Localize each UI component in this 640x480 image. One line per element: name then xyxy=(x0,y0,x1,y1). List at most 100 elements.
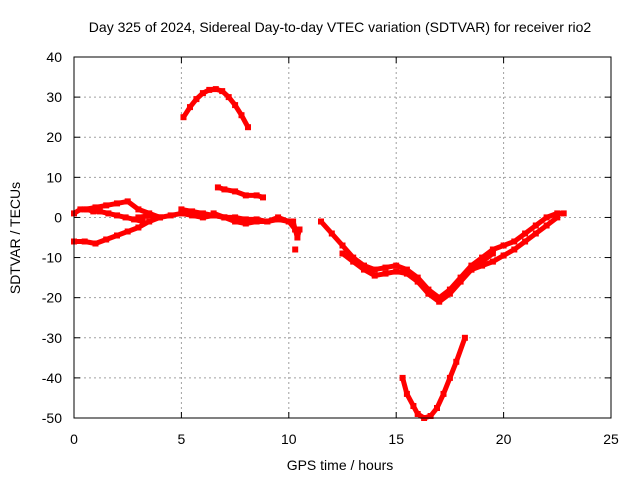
y-tick-label: -30 xyxy=(42,330,62,346)
data-point xyxy=(214,184,221,191)
data-point xyxy=(167,212,174,219)
data-point xyxy=(489,246,496,253)
x-axis-label: GPS time / hours xyxy=(287,457,394,473)
data-point xyxy=(461,334,468,341)
y-tick-label: -40 xyxy=(42,370,62,386)
data-point xyxy=(187,104,193,111)
data-point xyxy=(135,214,142,221)
data-point xyxy=(427,413,434,419)
x-tick-label: 15 xyxy=(388,431,404,447)
series-arc-8 xyxy=(292,246,299,253)
data-point xyxy=(212,86,219,93)
data-point xyxy=(457,278,464,285)
data-point xyxy=(260,194,266,201)
data-point xyxy=(339,250,346,257)
chart-title: Day 325 of 2024, Sidereal Day-to-day VTE… xyxy=(89,19,592,35)
data-point xyxy=(146,218,153,225)
data-point xyxy=(146,212,153,219)
data-point xyxy=(403,390,410,397)
series-arc-9 xyxy=(180,86,251,131)
data-point xyxy=(232,102,239,109)
data-point xyxy=(500,242,507,249)
data-point xyxy=(350,258,357,265)
data-point xyxy=(522,230,529,237)
data-point xyxy=(225,94,232,101)
data-point xyxy=(206,86,213,93)
y-axis-label: SDTVAR / TECUs xyxy=(7,182,23,294)
y-tick-label: 30 xyxy=(46,89,62,105)
data-point xyxy=(434,405,440,411)
data-point xyxy=(96,208,103,215)
data-point xyxy=(221,214,228,221)
data-point xyxy=(522,238,529,245)
series-arc-14 xyxy=(399,334,468,421)
data-point xyxy=(382,264,389,271)
series-line xyxy=(318,210,567,301)
series-line xyxy=(181,86,251,130)
data-point xyxy=(114,200,120,207)
data-point xyxy=(436,294,443,301)
data-point xyxy=(232,214,239,221)
data-point xyxy=(238,112,245,119)
y-tick-label: -50 xyxy=(42,410,62,426)
data-point xyxy=(554,210,561,217)
data-point xyxy=(393,268,400,275)
data-point xyxy=(124,228,131,235)
data-point xyxy=(242,192,249,199)
data-point xyxy=(103,236,110,243)
data-point xyxy=(210,210,217,217)
data-point xyxy=(122,214,129,221)
data-point xyxy=(489,250,496,257)
data-point xyxy=(114,212,120,219)
data-point xyxy=(446,374,453,381)
data-point xyxy=(560,210,567,217)
data-point xyxy=(189,208,196,215)
series-arc-7 xyxy=(290,218,303,241)
data-point xyxy=(232,188,239,195)
data-point xyxy=(414,411,421,417)
data-point xyxy=(219,88,226,95)
data-point xyxy=(414,274,421,281)
data-point xyxy=(275,216,282,223)
data-point xyxy=(77,206,84,213)
data-point xyxy=(245,124,251,131)
data-point xyxy=(105,210,112,217)
data-point xyxy=(103,202,110,209)
y-tick-label: 40 xyxy=(46,49,62,65)
data-point xyxy=(511,246,518,253)
data-point xyxy=(425,286,432,293)
data-point xyxy=(446,286,453,293)
data-point xyxy=(543,214,550,221)
data-point xyxy=(242,220,249,227)
data-point xyxy=(242,216,249,223)
series-arc-10 xyxy=(214,184,266,201)
data-point xyxy=(264,218,271,225)
y-tick-label: 0 xyxy=(54,209,62,225)
data-point xyxy=(199,210,206,217)
series-arc-13 xyxy=(468,214,561,273)
data-point xyxy=(290,218,297,225)
data-point xyxy=(543,222,550,229)
data-point xyxy=(221,186,228,193)
data-point xyxy=(425,290,432,297)
data-point xyxy=(479,262,486,269)
data-point xyxy=(361,266,367,273)
data-point xyxy=(124,198,131,205)
data-point xyxy=(350,254,357,261)
series-arc-11 xyxy=(318,210,567,301)
data-point xyxy=(371,272,378,279)
x-tick-label: 20 xyxy=(496,431,512,447)
data-point xyxy=(489,258,496,265)
x-tick-label: 0 xyxy=(70,431,78,447)
data-point xyxy=(436,298,443,305)
series-arc-2 xyxy=(71,214,163,247)
data-point xyxy=(285,218,292,225)
data-point xyxy=(382,270,389,277)
data-point xyxy=(371,266,378,273)
data-point xyxy=(189,212,196,219)
data-point xyxy=(253,192,260,199)
data-point xyxy=(532,222,539,229)
data-point xyxy=(468,262,475,269)
data-point xyxy=(253,218,260,225)
data-point xyxy=(446,290,453,297)
